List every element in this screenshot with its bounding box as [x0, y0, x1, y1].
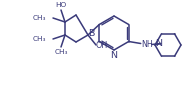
Text: HO: HO	[55, 2, 67, 8]
Text: NH: NH	[141, 40, 153, 49]
Text: N: N	[155, 39, 163, 48]
Text: OH: OH	[96, 41, 108, 50]
Text: N: N	[110, 50, 118, 59]
Text: CH₃: CH₃	[33, 36, 46, 42]
Text: CH₃: CH₃	[33, 15, 46, 21]
Text: CH₃: CH₃	[54, 49, 68, 55]
Text: B: B	[88, 28, 94, 37]
